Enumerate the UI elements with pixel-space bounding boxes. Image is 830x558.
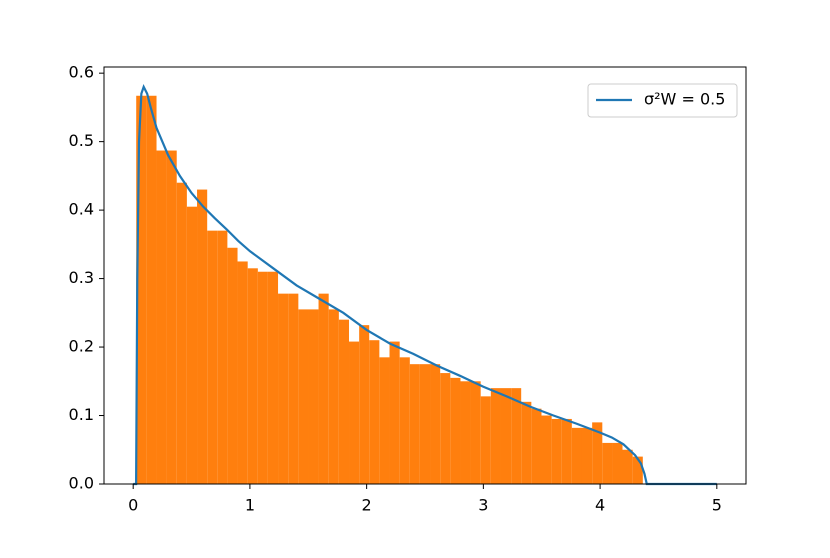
histogram-bar <box>146 95 157 485</box>
histogram-bar <box>217 230 228 484</box>
histogram-bar <box>338 319 350 484</box>
histogram-bar <box>419 364 431 484</box>
histogram-bar <box>440 373 451 484</box>
histogram-bar <box>278 293 289 484</box>
histogram-bar <box>581 427 593 484</box>
y-tick-label: 0.6 <box>69 63 94 82</box>
y-tick-label: 0.3 <box>69 268 94 287</box>
histogram-bar <box>288 293 299 484</box>
histogram-bar <box>551 418 562 484</box>
histogram-bar <box>531 408 542 484</box>
histogram-bar <box>257 271 268 484</box>
histogram-bar <box>450 377 461 484</box>
histogram-bar <box>561 418 572 484</box>
histogram-bar <box>389 341 400 484</box>
histogram-bar <box>399 357 410 484</box>
y-tick-label: 0.0 <box>69 474 94 493</box>
histogram-bar <box>349 341 360 484</box>
histogram-bar <box>166 150 177 485</box>
x-tick-label: 5 <box>712 496 722 515</box>
histogram-bar <box>369 340 380 484</box>
histogram-bar <box>197 189 208 484</box>
histogram-bar <box>237 261 248 484</box>
histogram-bar <box>186 206 198 484</box>
y-tick-label: 0.4 <box>69 200 94 219</box>
histogram-bar <box>500 388 512 484</box>
x-tick-label: 3 <box>478 496 488 515</box>
histogram-bar <box>308 309 319 484</box>
histogram-bar <box>571 427 582 484</box>
density-line <box>133 84 717 486</box>
histogram-bar <box>156 150 167 485</box>
y-tick-label: 0.2 <box>69 337 94 356</box>
histogram-bar <box>136 95 147 485</box>
legend-box <box>587 83 738 118</box>
histogram-bar <box>328 309 339 484</box>
plot-frame <box>103 66 747 485</box>
histogram-bar <box>480 396 491 484</box>
histogram-bar <box>490 388 501 484</box>
histogram-bar <box>227 247 238 484</box>
histogram-bar <box>622 449 633 484</box>
histogram-bar <box>632 456 643 484</box>
x-tick-label: 1 <box>245 496 255 515</box>
histogram-bar <box>267 271 279 484</box>
y-tick-label: 0.5 <box>69 131 94 150</box>
histogram-bar <box>430 364 441 484</box>
histogram-bar <box>541 415 552 484</box>
histogram-bar <box>379 357 390 484</box>
histogram-bar <box>460 381 471 484</box>
histogram-bar <box>298 309 309 484</box>
histogram-bar <box>247 268 258 484</box>
y-tick-label: 0.1 <box>69 405 94 424</box>
histogram-bar <box>521 401 532 484</box>
histogram-bar <box>176 182 187 484</box>
histogram-bar <box>602 442 613 484</box>
histogram-bar <box>409 364 420 484</box>
histogram-bar <box>318 293 329 484</box>
x-tick-label: 2 <box>362 496 372 515</box>
histogram-bar <box>592 422 603 484</box>
legend-label: σ²W = 0.5 <box>644 90 725 109</box>
histogram-bar <box>359 325 370 484</box>
histogram-bar <box>612 442 623 484</box>
x-tick-label: 4 <box>595 496 605 515</box>
x-tick-label: 0 <box>128 496 138 515</box>
histogram-bar <box>470 381 481 484</box>
histogram-bar <box>511 388 522 484</box>
histogram-bar <box>207 230 218 484</box>
